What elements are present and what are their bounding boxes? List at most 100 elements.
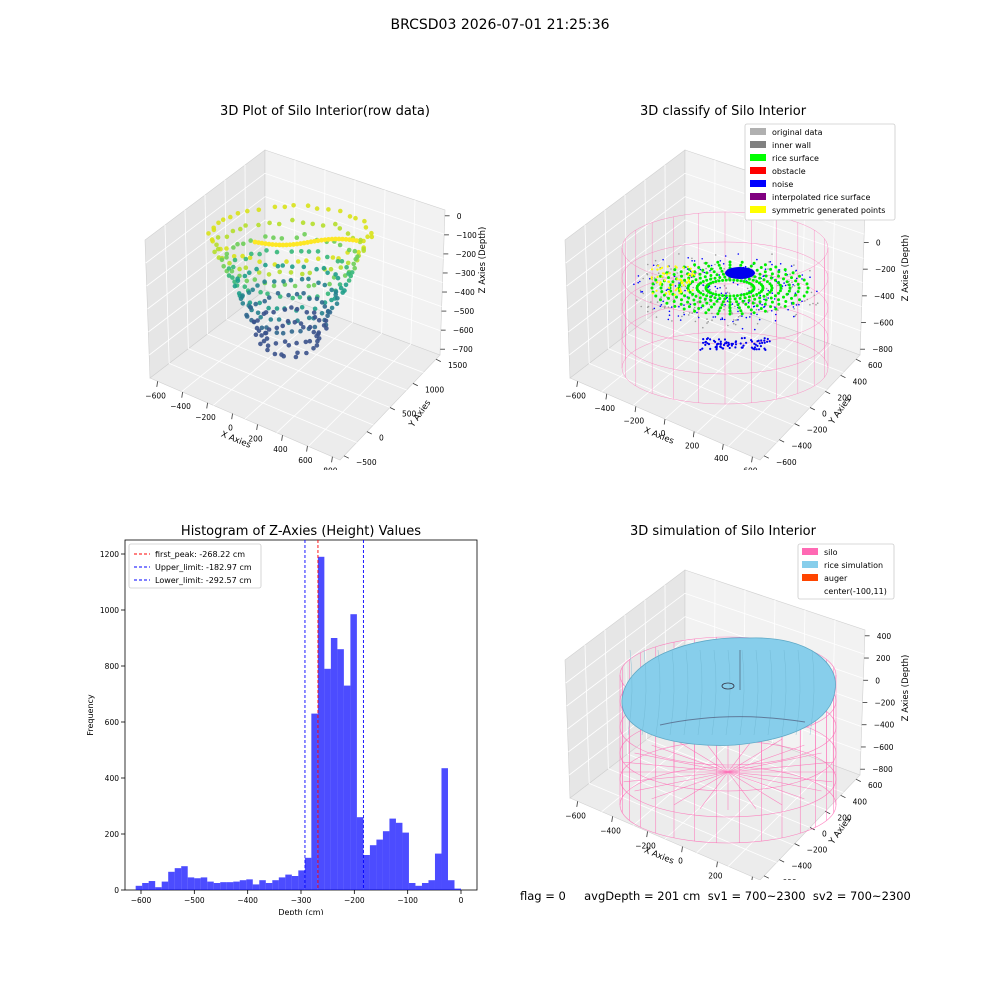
classified-point: [759, 302, 761, 305]
rice-surface-point: [774, 265, 778, 269]
classified-point: [789, 273, 791, 275]
tick-mark: [779, 859, 785, 863]
noise-cluster: [725, 267, 755, 279]
classified-point: [783, 282, 785, 284]
y-tick-label: 200: [105, 830, 120, 839]
depth-point: [294, 241, 300, 247]
rice-surface-point: [659, 286, 663, 290]
noise-point: [753, 342, 756, 345]
classified-point: [667, 288, 669, 291]
noise-point: [740, 337, 743, 340]
status-footer: flag = 0 avgDepth = 201 cm sv1 = 700~230…: [520, 889, 911, 903]
tick-mark: [306, 445, 308, 452]
depth-point: [281, 279, 286, 284]
tick-mark: [156, 381, 158, 387]
rice-surface-point: [784, 300, 788, 303]
rice-surface-point: [707, 308, 711, 312]
classified-point: [700, 306, 702, 309]
depth-point: [316, 318, 322, 323]
noise-point: [760, 339, 763, 342]
depth-point: [315, 249, 321, 254]
classified-point: [735, 319, 738, 321]
classified-point: [791, 286, 794, 288]
legend-swatch: [750, 193, 766, 200]
rice-surface-point: [714, 293, 718, 296]
depth-point: [247, 255, 253, 260]
depth-point: [338, 285, 344, 291]
rice-surface-point: [665, 301, 669, 305]
legend-label: center(-100,11): [824, 587, 887, 596]
tick-mark: [825, 811, 831, 815]
classified-point: [765, 287, 768, 290]
classified-point: [684, 289, 686, 292]
rice-surface-point: [777, 291, 780, 295]
depth-point: [265, 343, 271, 348]
classified-point: [801, 274, 804, 276]
histogram-bar: [317, 556, 325, 890]
z-axis-tick-label: −200: [875, 699, 896, 708]
histogram-bar: [259, 880, 266, 890]
depth-point: [258, 315, 263, 320]
depth-point: [369, 230, 374, 236]
depth-point: [271, 235, 276, 240]
histogram-bar: [415, 885, 422, 890]
symmetric-point: [686, 265, 689, 268]
legend-swatch: [750, 167, 766, 174]
classified-point: [639, 289, 642, 292]
z-axis-tick-label: −300: [455, 269, 476, 278]
z-axis-tick-label: −100: [456, 231, 477, 240]
rice-surface-point: [758, 276, 762, 280]
classified-point: [640, 291, 642, 293]
symmetric-point: [691, 270, 694, 273]
depth-point: [325, 270, 330, 276]
noise-point: [756, 340, 759, 343]
rice-surface-point: [678, 283, 682, 287]
z-axis-tick-label: 400: [877, 632, 892, 641]
rice-surface-point: [728, 263, 732, 267]
rice-surface-point: [709, 299, 713, 302]
classified-point: [774, 319, 777, 322]
classified-point: [665, 289, 668, 291]
noise-point: [753, 347, 756, 351]
depth-point: [249, 251, 254, 257]
classified-point: [716, 287, 719, 290]
rice-surface-point: [669, 283, 673, 287]
surface-mesh-line: [739, 649, 745, 736]
rice-surface-point: [707, 264, 711, 268]
grid-line: [245, 304, 424, 373]
x-axis-tick-label: 0: [228, 424, 233, 433]
y-axis-tick-label: 0: [379, 434, 384, 443]
depth-point: [307, 270, 313, 276]
noise-point: [715, 345, 718, 348]
symmetric-point: [674, 289, 677, 292]
figure-title: BRCSD03 2026-07-01 21:25:36: [390, 17, 610, 33]
classified-point: [777, 309, 779, 311]
classified-point: [745, 316, 748, 319]
rice-surface-point: [798, 298, 801, 302]
classified-point: [815, 304, 817, 306]
depth-point: [266, 305, 271, 311]
surface-mesh-line: [767, 649, 773, 736]
z-axis-tick-label: −600: [873, 743, 894, 752]
depth-point: [221, 264, 226, 269]
legend-label: noise: [772, 180, 793, 189]
symmetric-point: [656, 281, 659, 284]
depth-point: [256, 207, 262, 213]
depth-point: [271, 309, 276, 315]
histogram-bar: [174, 868, 182, 890]
rice-surface-point: [698, 300, 702, 304]
symmetric-point: [667, 286, 671, 289]
noise-point: [755, 348, 758, 351]
depth-point: [303, 339, 309, 345]
depth-point: [295, 259, 301, 264]
depth-point: [312, 314, 318, 320]
tick-mark: [576, 801, 578, 807]
classified-point: [721, 317, 723, 319]
tick-mark: [825, 391, 831, 395]
depth-point: [232, 257, 238, 263]
classified-point: [756, 313, 758, 316]
rice-surface-point: [660, 290, 664, 294]
depth-point: [312, 324, 318, 330]
depth-point: [362, 218, 367, 224]
rice-surface-point: [774, 307, 778, 311]
